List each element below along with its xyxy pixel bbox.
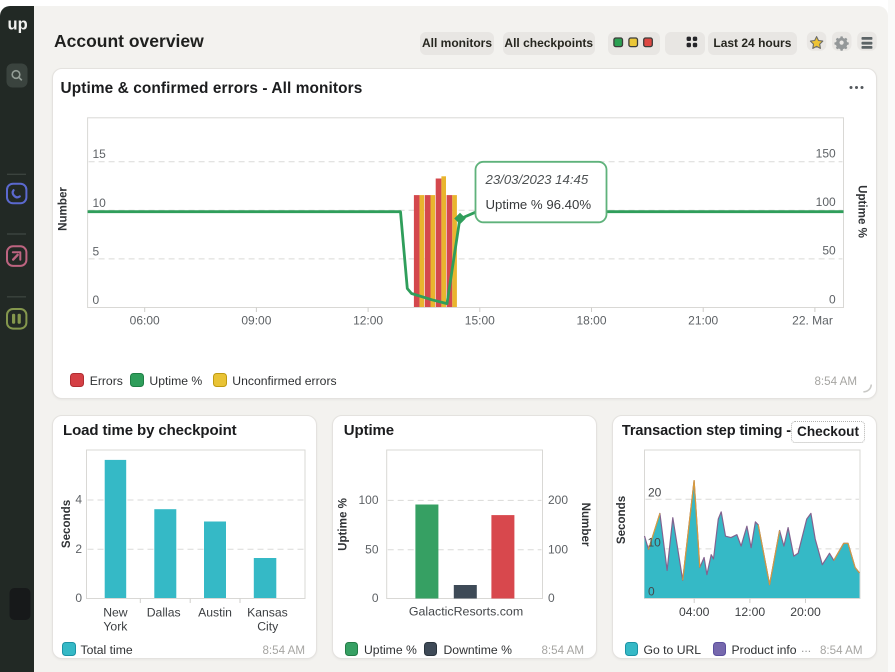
svg-text:Seconds: Seconds (615, 496, 628, 544)
svg-text:12:00: 12:00 (735, 605, 766, 619)
svg-text:Uptime %: Uptime % (856, 185, 869, 238)
svg-text:Number: Number (579, 503, 592, 547)
svg-text:150: 150 (816, 147, 836, 161)
svg-text:0: 0 (93, 293, 100, 307)
svg-text:New: New (103, 605, 128, 619)
svg-text:09:00: 09:00 (241, 314, 271, 328)
svg-text:0: 0 (648, 585, 655, 599)
svg-text:10: 10 (648, 536, 662, 550)
svg-text:Seconds: Seconds (60, 500, 73, 548)
svg-text:15: 15 (93, 147, 107, 161)
svg-text:21:00: 21:00 (688, 314, 718, 328)
svg-text:4: 4 (75, 493, 82, 507)
svg-text:50: 50 (822, 244, 836, 258)
svg-text:20: 20 (648, 486, 662, 500)
svg-text:Uptime %: Uptime % (337, 498, 350, 551)
svg-text:0: 0 (548, 591, 555, 605)
svg-text:100: 100 (548, 542, 568, 556)
svg-text:18:00: 18:00 (576, 314, 606, 328)
svg-text:10: 10 (93, 196, 107, 210)
svg-text:0: 0 (75, 591, 82, 605)
svg-text:23/03/2023 14:45: 23/03/2023 14:45 (485, 172, 589, 187)
svg-text:200: 200 (548, 493, 568, 507)
svg-text:12:00: 12:00 (353, 314, 383, 328)
svg-text:15:00: 15:00 (465, 314, 495, 328)
svg-text:up: up (8, 16, 28, 34)
svg-text:York: York (103, 619, 128, 633)
svg-text:Kansas: Kansas (247, 605, 288, 619)
svg-text:City: City (257, 619, 279, 633)
svg-text:GalacticResorts.com: GalacticResorts.com (409, 605, 523, 619)
svg-text:0: 0 (372, 591, 379, 605)
svg-text:0: 0 (829, 292, 836, 306)
svg-text:20:00: 20:00 (790, 605, 821, 619)
svg-text:Austin: Austin (198, 605, 232, 619)
svg-text:2: 2 (75, 542, 82, 556)
svg-text:100: 100 (358, 493, 378, 507)
svg-text:50: 50 (365, 542, 379, 556)
svg-text:5: 5 (93, 244, 100, 258)
svg-text:Number: Number (56, 187, 69, 231)
svg-text:Uptime % 96.40%: Uptime % 96.40% (486, 197, 592, 212)
svg-text:100: 100 (816, 195, 836, 209)
svg-text:Dallas: Dallas (147, 605, 181, 619)
svg-text:22. Mar: 22. Mar (792, 314, 833, 328)
svg-text:04:00: 04:00 (679, 605, 710, 619)
svg-text:06:00: 06:00 (130, 314, 160, 328)
